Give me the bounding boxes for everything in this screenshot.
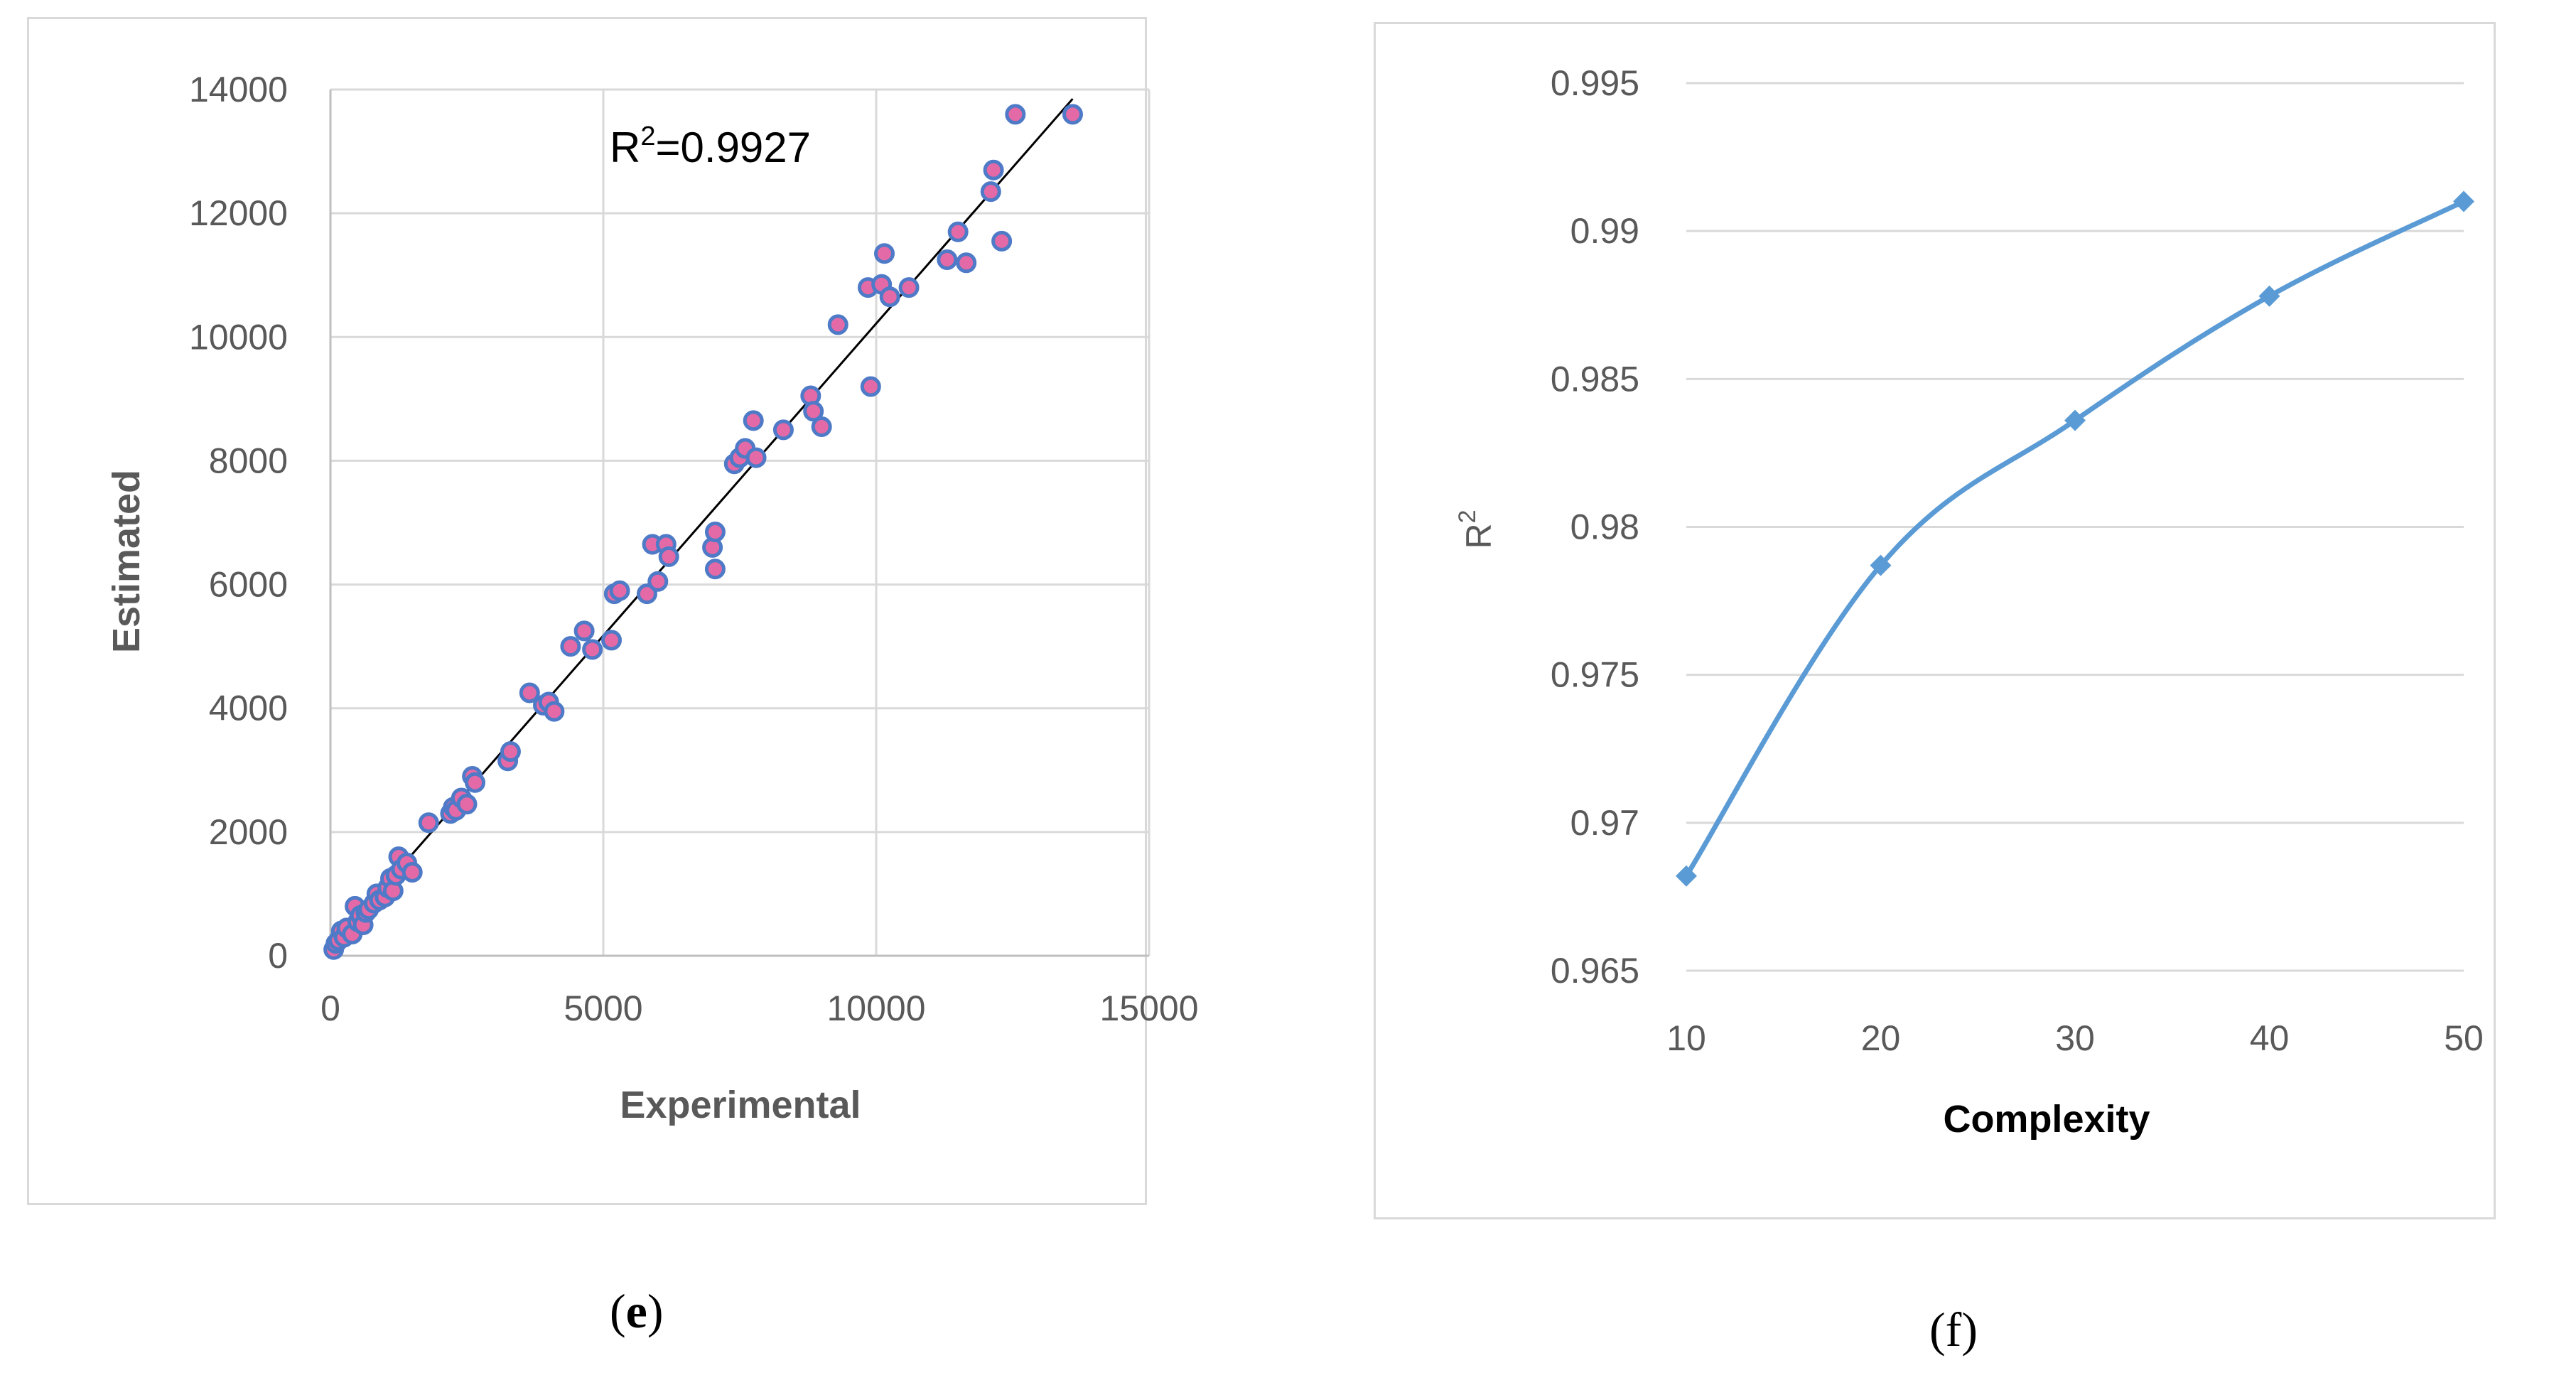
data-point-marker [2064, 409, 2086, 431]
data-point [500, 741, 521, 762]
data-point-marker [2453, 190, 2474, 212]
y-tick-label: 0.965 [1551, 951, 1639, 991]
data-point [1005, 104, 1026, 125]
y-axis-title: Estimated [105, 470, 148, 653]
data-point [983, 159, 1004, 180]
y-tick-label: 0.98 [1570, 507, 1639, 547]
x-axis-title: Complexity [1943, 1098, 2150, 1141]
data-point [811, 416, 832, 438]
chart-panel-e [27, 17, 1147, 1205]
data-point [947, 221, 969, 242]
x-tick-label: 0 [320, 988, 340, 1028]
data-point [772, 419, 794, 441]
data-point [991, 230, 1013, 252]
data-point [636, 583, 657, 605]
data-point [418, 812, 439, 834]
data-point [465, 772, 486, 793]
data-point [980, 181, 1001, 203]
data-point-marker [1676, 865, 1697, 887]
data-point [544, 701, 565, 722]
data-point-marker [1870, 554, 1892, 576]
x-axis-title: Experimental [620, 1084, 861, 1126]
y-tick-label: 8000 [209, 441, 288, 480]
chart-panel-f [1374, 22, 2496, 1219]
data-point [658, 546, 679, 567]
y-tick-label: 0.97 [1570, 803, 1639, 843]
data-point [573, 620, 595, 642]
data-point [519, 682, 540, 704]
data-point [745, 447, 767, 468]
y-tick-label: 0.985 [1551, 359, 1639, 399]
caption-f: (f) [1929, 1303, 1978, 1357]
data-point [803, 401, 824, 422]
data-point [601, 630, 623, 651]
x-tick-label: 15000 [1099, 988, 1198, 1028]
data-point [827, 314, 848, 335]
y-tick-label: 10000 [189, 317, 288, 357]
data-point [402, 861, 423, 883]
y-tick-label: 4000 [209, 689, 288, 728]
y-tick-label: 2000 [209, 812, 288, 852]
y-tick-label: 14000 [189, 70, 288, 109]
data-point [582, 639, 603, 660]
data-point [456, 794, 478, 815]
x-tick-label: 50 [2444, 1018, 2484, 1058]
data-point [874, 243, 895, 264]
data-point [879, 286, 900, 308]
x-tick-label: 30 [2055, 1018, 2095, 1058]
x-tick-label: 40 [2250, 1018, 2290, 1058]
data-point [647, 571, 669, 592]
y-tick-label: 0.99 [1570, 211, 1639, 251]
y-axis-title: R2 [1454, 510, 1499, 549]
y-tick-label: 0.975 [1551, 655, 1639, 695]
data-point [1062, 104, 1083, 125]
y-tick-label: 6000 [209, 565, 288, 605]
x-tick-label: 10 [1666, 1018, 1706, 1058]
r2-annotation: R2=0.9927 [610, 122, 811, 171]
data-point [860, 376, 881, 397]
x-tick-label: 5000 [564, 988, 642, 1028]
caption-e: (e) [610, 1284, 664, 1338]
data-point [609, 580, 630, 601]
data-point [956, 252, 977, 274]
data-point [898, 277, 920, 298]
data-point [704, 559, 726, 580]
y-tick-label: 0 [268, 936, 288, 976]
x-tick-label: 10000 [826, 988, 925, 1028]
r2-series-line [1684, 199, 2465, 878]
y-tick-label: 12000 [189, 193, 288, 233]
data-point [743, 410, 764, 431]
x-tick-label: 20 [1861, 1018, 1901, 1058]
data-point-marker [2258, 285, 2280, 307]
data-point [560, 636, 581, 657]
data-point [704, 522, 726, 543]
y-tick-label: 0.995 [1551, 63, 1639, 103]
data-point [937, 249, 958, 270]
